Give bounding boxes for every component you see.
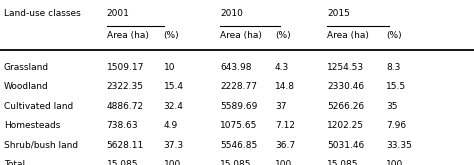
Text: 738.63: 738.63	[107, 121, 138, 130]
Text: Total: Total	[4, 160, 25, 165]
Text: 5589.69: 5589.69	[220, 102, 258, 111]
Text: 15,085: 15,085	[327, 160, 358, 165]
Text: 2001: 2001	[107, 9, 129, 18]
Text: 15.5: 15.5	[386, 82, 406, 91]
Text: Area (ha): Area (ha)	[220, 31, 262, 40]
Text: 1075.65: 1075.65	[220, 121, 258, 130]
Text: Shrub/bush land: Shrub/bush land	[4, 141, 78, 150]
Text: 100: 100	[275, 160, 292, 165]
Text: 36.7: 36.7	[275, 141, 295, 150]
Text: 2010: 2010	[220, 9, 243, 18]
Text: Cultivated land: Cultivated land	[4, 102, 73, 111]
Text: 15,085: 15,085	[107, 160, 138, 165]
Text: Grassland: Grassland	[4, 63, 49, 72]
Text: 5031.46: 5031.46	[327, 141, 365, 150]
Text: 37.3: 37.3	[164, 141, 183, 150]
Text: Land-use classes: Land-use classes	[4, 9, 81, 18]
Text: 7.96: 7.96	[386, 121, 406, 130]
Text: (%): (%)	[164, 31, 179, 40]
Text: 10: 10	[164, 63, 175, 72]
Text: 4.3: 4.3	[275, 63, 289, 72]
Text: 14.8: 14.8	[275, 82, 295, 91]
Text: 15,085: 15,085	[220, 160, 252, 165]
Text: (%): (%)	[275, 31, 291, 40]
Text: 5628.11: 5628.11	[107, 141, 144, 150]
Text: 2228.77: 2228.77	[220, 82, 257, 91]
Text: 4886.72: 4886.72	[107, 102, 144, 111]
Text: Woodland: Woodland	[4, 82, 48, 91]
Text: 1254.53: 1254.53	[327, 63, 364, 72]
Text: 33.35: 33.35	[386, 141, 412, 150]
Text: Area (ha): Area (ha)	[327, 31, 369, 40]
Text: 2330.46: 2330.46	[327, 82, 364, 91]
Text: 5266.26: 5266.26	[327, 102, 364, 111]
Text: 37: 37	[275, 102, 286, 111]
Text: Area (ha): Area (ha)	[107, 31, 148, 40]
Text: 1509.17: 1509.17	[107, 63, 144, 72]
Text: 32.4: 32.4	[164, 102, 183, 111]
Text: 35: 35	[386, 102, 398, 111]
Text: 100: 100	[164, 160, 181, 165]
Text: 1202.25: 1202.25	[327, 121, 364, 130]
Text: (%): (%)	[386, 31, 402, 40]
Text: 2015: 2015	[327, 9, 350, 18]
Text: 5546.85: 5546.85	[220, 141, 258, 150]
Text: 643.98: 643.98	[220, 63, 252, 72]
Text: 8.3: 8.3	[386, 63, 401, 72]
Text: 2322.35: 2322.35	[107, 82, 144, 91]
Text: 4.9: 4.9	[164, 121, 178, 130]
Text: 15.4: 15.4	[164, 82, 183, 91]
Text: 100: 100	[386, 160, 403, 165]
Text: 7.12: 7.12	[275, 121, 295, 130]
Text: Homesteads: Homesteads	[4, 121, 60, 130]
